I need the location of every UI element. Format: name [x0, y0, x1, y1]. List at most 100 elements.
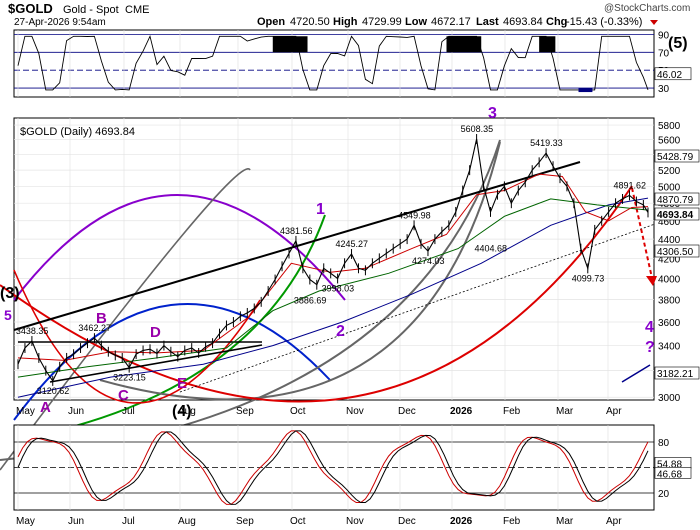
x-tick-label: Apr [606, 406, 622, 417]
chg-label: Chg [546, 16, 567, 28]
stoch-last-box [654, 467, 692, 479]
x-tick-label: Nov [346, 406, 364, 417]
price-tick-label: 5800 [658, 121, 681, 132]
bottom-x-tick-label: Sep [236, 516, 254, 527]
price-label: 3438.35 [16, 326, 49, 336]
stoch-last-value: 54.88 [657, 459, 682, 470]
price-label: 4274.03 [412, 256, 445, 266]
bottom-x-axis: May Jun Jul Aug Sep Oct Nov Dec 2026 Feb Mar Apr [16, 516, 622, 527]
x-tick-label: Jun [68, 406, 84, 417]
rsi-tick-label: 70 [658, 48, 670, 59]
price-label: 3886.69 [294, 295, 327, 305]
rsi-panel: 3050709046.02 [13, 29, 692, 98]
x-tick-label: Dec [398, 406, 416, 417]
wave-label: ? [645, 339, 655, 356]
price-label: 3223.15 [113, 373, 146, 383]
bottom-x-tick-label: 2026 [450, 516, 473, 527]
last-label: Last [476, 16, 499, 28]
price-x-axis: May Jun Jul Aug Sep Oct Nov Dec 2026 Feb Mar Apr [16, 406, 622, 417]
price-label: 4245.27 [336, 239, 369, 249]
x-tick-label: 2026 [450, 406, 473, 417]
down-arrow-icon [650, 20, 658, 25]
projection-arrow-head [646, 276, 657, 286]
price-tick-label: 5600 [658, 136, 681, 147]
x-tick-label: Oct [290, 406, 306, 417]
rsi-overbought-fill [272, 36, 308, 53]
price-value-box [654, 366, 700, 380]
series-price [17, 138, 649, 382]
wave-label: 4 [645, 319, 654, 336]
bottom-x-tick-label: Aug [178, 516, 196, 527]
price-value-box-label: 4693.84 [657, 210, 694, 221]
symbol-text: $GOLD [8, 1, 53, 16]
bottom-x-tick-label: Feb [503, 516, 521, 527]
rsi-overbought-fill [539, 36, 556, 53]
wave-label: 5 [4, 307, 12, 323]
price-tick-label: 5200 [658, 166, 681, 177]
series-ma_slow [17, 197, 649, 398]
stoch-signal-line [17, 430, 649, 505]
x-tick-label: Aug [178, 406, 196, 417]
stoch-tick-label: 80 [658, 438, 670, 449]
last-value: 4693.84 [503, 16, 543, 28]
abc-label: C [118, 387, 129, 404]
abc-label: A [40, 399, 51, 416]
wave-label: (5) [668, 35, 688, 52]
price-grid [14, 118, 654, 400]
wave-labels: (3) 5 1 2 3 4? (4) (5) A B C D E [0, 35, 688, 420]
price-tick-label: 5000 [658, 182, 681, 193]
quote-line: Open 4720.50 High 4729.99 Low 4672.17 La… [257, 16, 658, 28]
chg-value: -15.43 (-0.33%) [566, 16, 642, 28]
price-tick-label: 4600 [658, 217, 681, 228]
price-value-box-label: 4306.50 [657, 247, 694, 258]
price-label: 4549.98 [398, 210, 431, 220]
bottom-x-tick-label: Jun [68, 516, 84, 527]
stoch-last-value: 46.68 [657, 469, 682, 480]
bottom-x-tick-label: Jul [122, 516, 135, 527]
channel-bottom [49, 344, 263, 383]
price-value-box-label: 3182.21 [657, 369, 694, 380]
instrument-name: Gold - Spot [63, 4, 119, 16]
price-panel-title: $GOLD (Daily) 4693.84 [20, 126, 135, 138]
rsi-grid [14, 30, 654, 97]
price-label: 5608.35 [461, 124, 494, 134]
price-value-box-label: 5428.79 [657, 152, 694, 163]
bottom-x-tick-label: Oct [290, 516, 306, 527]
price-label: 4381.56 [280, 226, 313, 236]
open-label: Open [257, 16, 285, 28]
price-tick-label: 3400 [658, 342, 681, 353]
bottom-x-tick-label: May [16, 516, 35, 527]
price-value-box [654, 149, 700, 163]
low-value: 4672.17 [431, 16, 471, 28]
stoch-k-line [17, 430, 649, 505]
gray-arc-left [0, 168, 251, 471]
exchange-name: CME [125, 4, 149, 16]
gray-arc-inner [99, 141, 501, 401]
red-arc-left [13, 269, 261, 404]
high-value: 4729.99 [362, 16, 402, 28]
bottom-x-tick-label: Dec [398, 516, 416, 527]
wave-label: 2 [336, 323, 345, 340]
abc-label: B [96, 310, 107, 327]
abc-label: E [177, 375, 187, 392]
price-value-box-label: 4870.79 [657, 195, 694, 206]
stochastic-lines [17, 430, 649, 505]
high-label: High [333, 16, 358, 28]
x-tick-label: May [16, 406, 35, 417]
price-label: 4099.73 [572, 273, 605, 283]
stoch-tick-label: 20 [658, 489, 670, 500]
rsi-overbought-fill [446, 36, 482, 53]
price-value-box [654, 192, 700, 206]
bottom-x-tick-label: Nov [346, 516, 364, 527]
x-tick-label: Feb [503, 406, 521, 417]
rsi-last-box [654, 67, 692, 81]
price-tick-label: 4000 [658, 274, 681, 285]
price-label: 3120.62 [37, 386, 70, 396]
price-tick-label: 4400 [658, 235, 681, 246]
price-axis: 3000320034003600380040004200440046004800… [654, 121, 700, 404]
projection-arrow-line [631, 187, 653, 279]
price-value-box [654, 207, 700, 221]
bottom-x-tick-label: Mar [556, 516, 574, 527]
